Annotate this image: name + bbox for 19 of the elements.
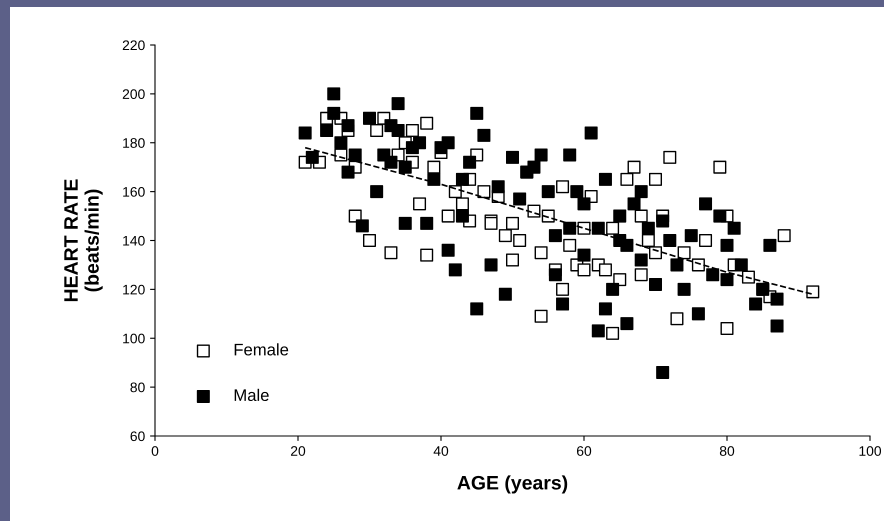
y-tick-label: 100 [123, 334, 145, 344]
x-tick-label: 40 [434, 446, 448, 456]
y-tick-label: 180 [123, 138, 145, 148]
y-tick-label: 140 [123, 236, 145, 246]
y-axis-title: HEART RATE (beats/min) [64, 179, 103, 302]
legend-label: Male [234, 388, 269, 402]
x-tick-label: 20 [290, 446, 306, 456]
x-axis-title: AGE (years) [457, 475, 568, 494]
y-tick-label: 60 [130, 431, 145, 442]
x-tick-label: 0 [152, 446, 158, 456]
x-tick-label: 60 [576, 446, 592, 456]
y-tick-label: 80 [130, 382, 145, 392]
x-tick-label: 100 [859, 446, 882, 456]
y-tick-label: 220 [122, 40, 145, 50]
legend-label: Female [234, 343, 288, 356]
y-tick-label: 120 [123, 284, 145, 295]
y-tick-label: 200 [122, 89, 145, 100]
y-tick-label: 160 [123, 186, 145, 197]
x-tick-label: 80 [720, 446, 734, 456]
